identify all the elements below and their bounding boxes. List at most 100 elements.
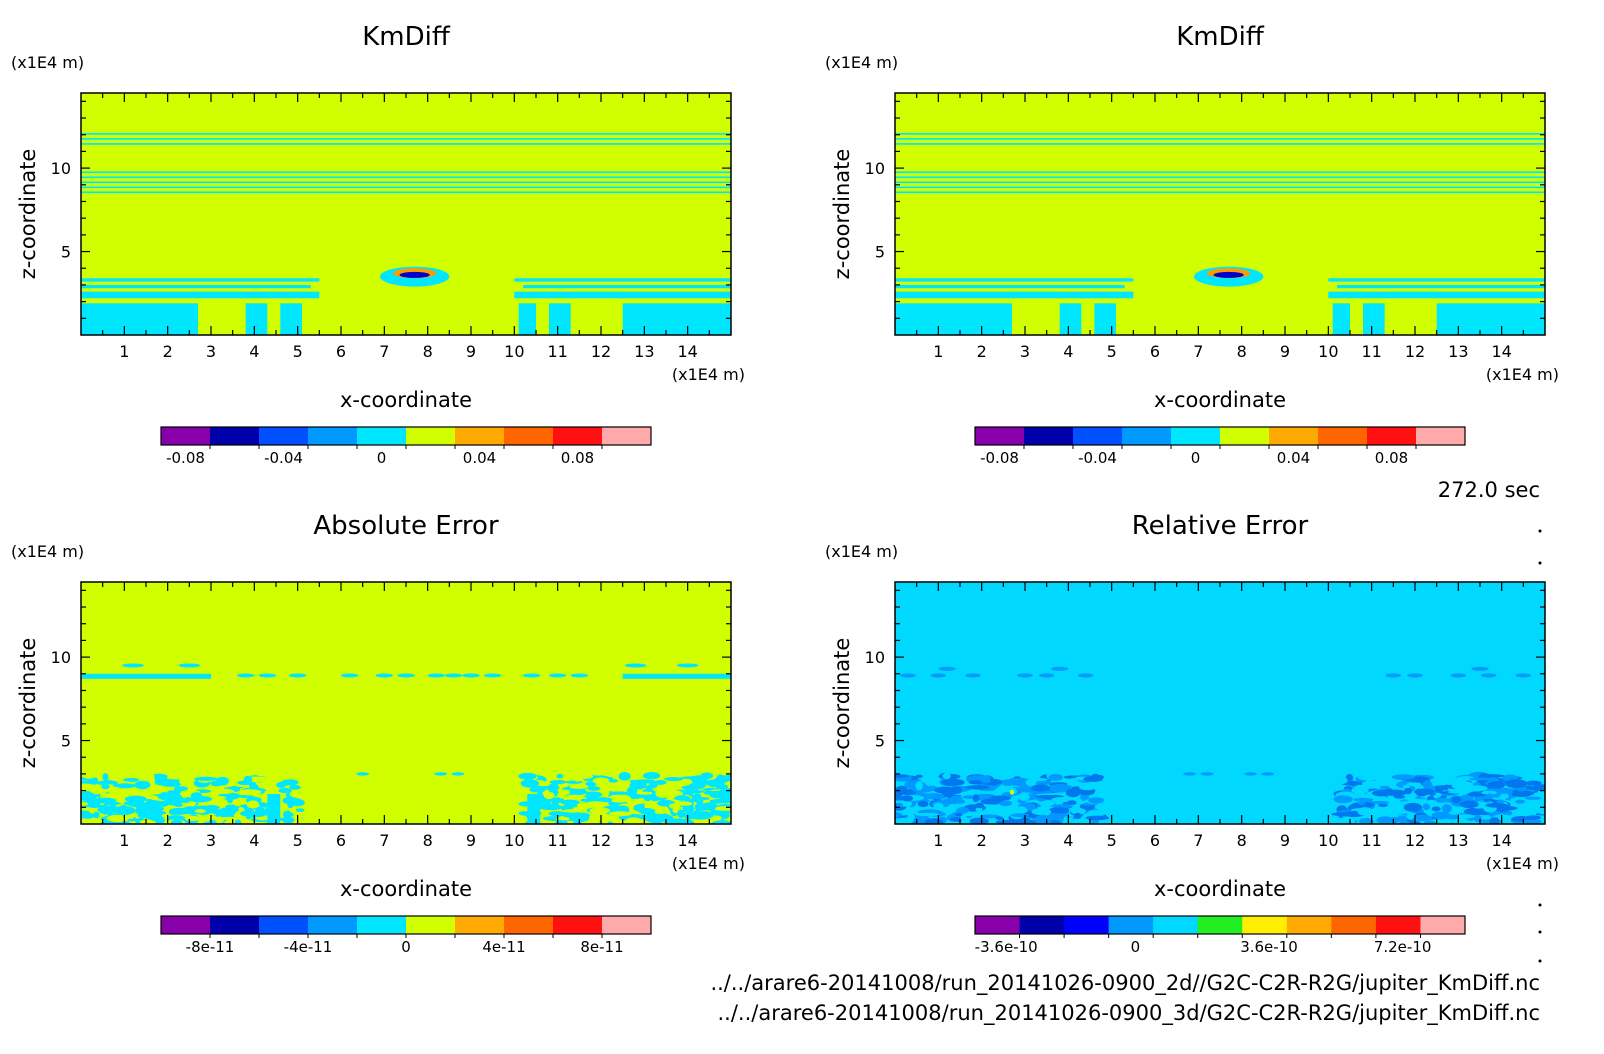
x-tick-label: 9 [466, 831, 476, 850]
axis-ticks [895, 582, 1545, 824]
contour-speckle [682, 804, 695, 814]
contour-speckle [81, 790, 93, 799]
panel-2: Absolute Error(x1E4 m)(x1E4 m)1 2 3 4 5 6 7 8 9 1… [11, 511, 745, 956]
x-tick-label: 11 [1361, 342, 1381, 361]
contour-speckle [975, 807, 983, 812]
contour-speckle [1357, 775, 1382, 781]
contour-speckle [1469, 777, 1492, 781]
contour-speckle [282, 816, 295, 824]
contour-speckle [1353, 784, 1368, 793]
contour-speckle [644, 802, 659, 808]
contour-speckle [1393, 795, 1406, 799]
contour-region [549, 303, 571, 335]
contour-speckle [1535, 807, 1545, 813]
x-tick-label: 9 [1280, 342, 1290, 361]
x-tick-label: 13 [1448, 342, 1468, 361]
contour-speckle [1051, 797, 1075, 803]
contour-speckle [1526, 799, 1539, 809]
x-tick-label: 9 [1280, 831, 1290, 850]
contour-speckle [655, 789, 672, 798]
contour-band [895, 176, 1545, 179]
contour-speckle [972, 794, 980, 803]
contour-speckle [569, 789, 588, 795]
contour-speckle [955, 812, 963, 817]
contour-speckle [664, 777, 684, 782]
contour-band [81, 181, 731, 184]
colorbar-swatch [1220, 427, 1270, 445]
contour-speckle [130, 771, 155, 781]
contour-speckle [1066, 800, 1077, 806]
contour-speckle [1335, 776, 1348, 785]
contour-speckle [924, 774, 934, 783]
contour-speckle [665, 781, 676, 789]
axis-ticks [81, 93, 731, 335]
x-tick-label: 3 [1020, 831, 1030, 850]
contour-band [895, 133, 1545, 135]
contour-speckle [1016, 819, 1037, 824]
contour-speckle [151, 815, 160, 822]
x-tick-label: 7 [1193, 342, 1203, 361]
x-unit-label: (x1E4 m) [672, 365, 745, 384]
contour-speckle [692, 777, 708, 786]
contour-speckle [907, 813, 915, 821]
contour-speckle [150, 773, 168, 780]
colorbar-swatch [259, 916, 309, 934]
colorbar-tick-label: 0 [401, 938, 411, 956]
colorbar-swatch [602, 916, 652, 934]
colorbar-swatch [259, 427, 309, 445]
x-tick-label: 3 [1020, 342, 1030, 361]
colorbar-tick-label: 0 [377, 449, 387, 467]
contour-spot [1038, 673, 1055, 678]
colorbar-swatch [210, 427, 260, 445]
contour-speckle [206, 815, 218, 821]
colorbar-frame [974, 915, 1466, 935]
contour-spot [341, 673, 359, 678]
contour-speckle [1406, 812, 1414, 820]
contour-spot [356, 772, 370, 776]
x-tick-label: 7 [1193, 831, 1203, 850]
colorbar-swatch [1153, 916, 1199, 934]
contour-speckle [560, 799, 580, 806]
contour-speckle [607, 794, 632, 803]
colorbar-tick-label: 0.04 [463, 449, 496, 467]
y-unit-label: (x1E4 m) [825, 53, 898, 72]
contour-spot [397, 673, 415, 678]
contour-speckle [1333, 795, 1353, 804]
contour-speckle [1049, 804, 1073, 809]
x-tick-label: 11 [1361, 831, 1381, 850]
axis-ticks [81, 582, 731, 824]
field-background [895, 93, 1545, 335]
contour-speckle [1345, 773, 1354, 781]
x-unit-label: (x1E4 m) [1486, 854, 1559, 873]
contour-speckle [529, 787, 546, 793]
contour-speckle [965, 785, 989, 790]
contour-region [518, 303, 536, 335]
contour-speckle [92, 797, 117, 804]
x-tick-label: 10 [504, 342, 524, 361]
contour-speckle [184, 815, 201, 822]
contour-region [895, 291, 1134, 299]
contour-speckle [933, 802, 944, 809]
contour-speckle [289, 785, 301, 790]
contour-speckle [975, 802, 984, 809]
contour-speckle [580, 798, 592, 802]
contour-spot [1243, 772, 1257, 776]
colorbar-tick-label: 0.08 [561, 449, 594, 467]
contour-speckle [968, 780, 985, 785]
contour-speckle [926, 819, 942, 824]
contour-speckle [203, 805, 220, 810]
contour-speckle [584, 801, 608, 808]
x-tick-label: 4 [249, 831, 259, 850]
contour-spot [451, 772, 465, 776]
y-tick-label: 10 [865, 159, 885, 178]
contour-spot [570, 673, 588, 678]
contour-region [622, 303, 731, 335]
contour-speckle [1378, 803, 1388, 808]
x-tick-label: 1 [119, 831, 129, 850]
x-tick-label: 10 [1318, 342, 1338, 361]
x-tick-label: 14 [677, 342, 697, 361]
contour-region [1332, 303, 1350, 335]
y-tick-label: 10 [51, 159, 71, 178]
contour-spot [1051, 666, 1069, 671]
x-unit-label: (x1E4 m) [1486, 365, 1559, 384]
